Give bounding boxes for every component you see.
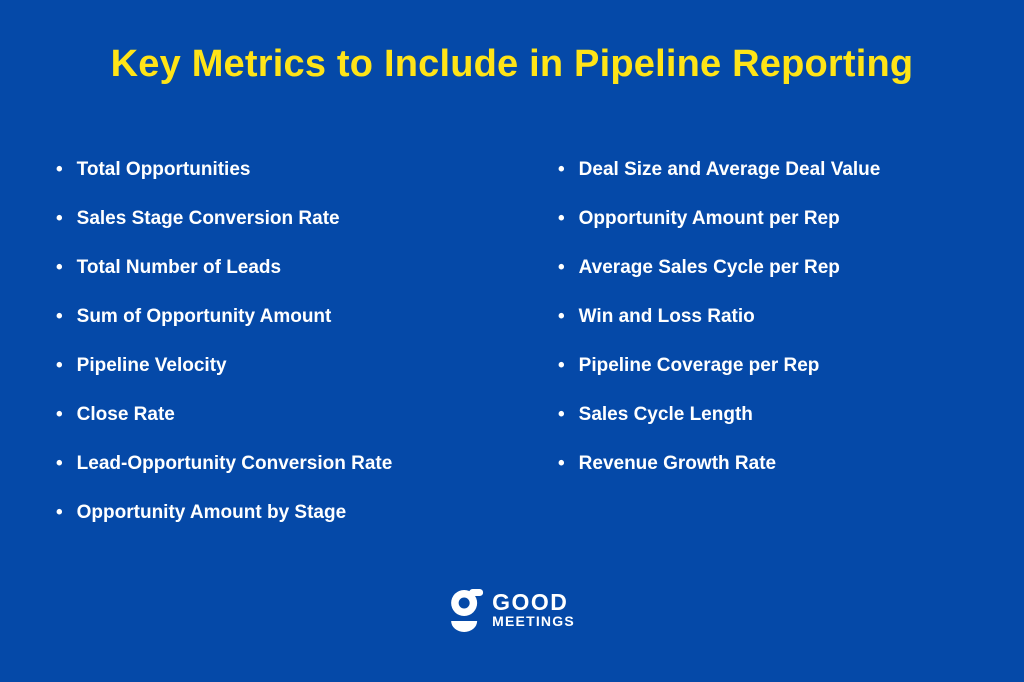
metric-label: Sum of Opportunity Amount <box>76 305 332 327</box>
metric-label: Close Rate <box>76 403 175 425</box>
list-item: • Total Number of Leads <box>56 256 558 305</box>
metric-label: Revenue Growth Rate <box>578 452 777 474</box>
bullet-icon: • <box>56 501 63 523</box>
list-item: • Opportunity Amount by Stage <box>56 501 558 550</box>
list-item: • Win and Loss Ratio <box>558 305 880 354</box>
metric-label: Opportunity Amount by Stage <box>76 501 347 523</box>
metric-label: Total Opportunities <box>76 158 251 180</box>
goodmeetings-g-icon <box>451 589 484 632</box>
goodmeetings-logo: GOOD MEETINGS <box>449 588 575 633</box>
bullet-icon: • <box>56 207 63 229</box>
list-item: • Average Sales Cycle per Rep <box>558 256 880 305</box>
bullet-icon: • <box>56 452 63 474</box>
list-item: • Lead-Opportunity Conversion Rate <box>56 452 558 501</box>
metric-label: Average Sales Cycle per Rep <box>578 256 840 278</box>
bullet-icon: • <box>558 207 565 229</box>
metrics-list-left: • Total Opportunities • Sales Stage Conv… <box>56 158 558 550</box>
bullet-icon: • <box>56 158 63 180</box>
metric-label: Total Number of Leads <box>76 256 282 278</box>
bullet-icon: • <box>558 158 565 180</box>
bullet-icon: • <box>56 256 63 278</box>
metric-label: Pipeline Coverage per Rep <box>578 354 820 376</box>
bullet-icon: • <box>56 354 63 376</box>
logo-word-good: GOOD <box>492 589 569 615</box>
logo-word-meetings: MEETINGS <box>492 613 575 629</box>
list-item: • Deal Size and Average Deal Value <box>558 158 880 207</box>
bullet-icon: • <box>56 403 63 425</box>
metric-label: Opportunity Amount per Rep <box>578 207 840 229</box>
metric-label: Sales Stage Conversion Rate <box>76 207 340 229</box>
metric-label: Sales Cycle Length <box>578 403 753 425</box>
bullet-icon: • <box>558 256 565 278</box>
page-title: Key Metrics to Include in Pipeline Repor… <box>110 43 914 85</box>
metric-label: Deal Size and Average Deal Value <box>578 158 881 180</box>
list-item: • Revenue Growth Rate <box>558 452 880 501</box>
metric-label: Win and Loss Ratio <box>578 305 755 327</box>
metric-label: Pipeline Velocity <box>76 354 227 376</box>
bullet-icon: • <box>56 305 63 327</box>
bullet-icon: • <box>558 452 565 474</box>
bullet-icon: • <box>558 305 565 327</box>
list-item: • Pipeline Coverage per Rep <box>558 354 880 403</box>
metric-label: Lead-Opportunity Conversion Rate <box>76 452 393 474</box>
bullet-icon: • <box>558 354 565 376</box>
metrics-list-right: • Deal Size and Average Deal Value • Opp… <box>558 158 880 550</box>
list-item: • Sum of Opportunity Amount <box>56 305 558 354</box>
list-item: • Sales Cycle Length <box>558 403 880 452</box>
list-item: • Opportunity Amount per Rep <box>558 207 880 256</box>
list-item: • Pipeline Velocity <box>56 354 558 403</box>
list-item: • Sales Stage Conversion Rate <box>56 207 558 256</box>
metrics-columns: • Total Opportunities • Sales Stage Conv… <box>0 158 1024 550</box>
list-item: • Close Rate <box>56 403 558 452</box>
logo-wordmark: GOOD MEETINGS <box>492 589 575 630</box>
bullet-icon: • <box>558 403 565 425</box>
list-item: • Total Opportunities <box>56 158 558 207</box>
